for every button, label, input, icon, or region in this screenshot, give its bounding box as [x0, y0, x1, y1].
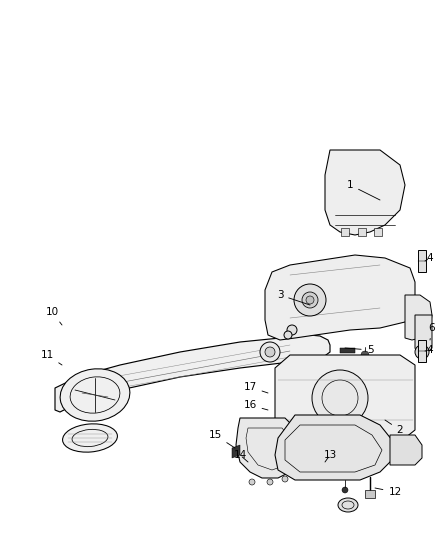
Polygon shape — [305, 440, 330, 472]
Circle shape — [249, 479, 255, 485]
Text: 14: 14 — [233, 450, 248, 462]
Polygon shape — [418, 340, 426, 362]
Text: 3: 3 — [277, 290, 310, 305]
Polygon shape — [365, 490, 375, 498]
Polygon shape — [265, 255, 415, 340]
Text: 4: 4 — [425, 253, 433, 263]
Text: 4: 4 — [425, 345, 433, 355]
Circle shape — [260, 342, 280, 362]
Text: 7: 7 — [0, 532, 1, 533]
Text: 12: 12 — [375, 487, 402, 497]
Text: 11: 11 — [40, 350, 62, 365]
Circle shape — [287, 325, 297, 335]
Circle shape — [267, 479, 273, 485]
Polygon shape — [340, 348, 355, 353]
Polygon shape — [55, 335, 330, 412]
Circle shape — [302, 292, 318, 308]
Text: 13: 13 — [323, 450, 337, 462]
Text: 10: 10 — [46, 307, 62, 325]
Polygon shape — [232, 445, 240, 458]
Text: 15: 15 — [208, 430, 235, 448]
Polygon shape — [325, 150, 405, 235]
Polygon shape — [374, 228, 382, 236]
Ellipse shape — [63, 424, 117, 452]
Text: 8: 8 — [0, 532, 1, 533]
Polygon shape — [405, 295, 432, 340]
Ellipse shape — [338, 498, 358, 512]
Circle shape — [284, 331, 292, 339]
Circle shape — [415, 345, 429, 359]
Text: 2: 2 — [385, 420, 403, 435]
Text: 16: 16 — [244, 400, 268, 410]
Ellipse shape — [60, 369, 130, 421]
Polygon shape — [236, 418, 300, 478]
Text: 5: 5 — [345, 345, 373, 355]
Polygon shape — [275, 355, 415, 442]
Circle shape — [361, 351, 369, 359]
Circle shape — [265, 347, 275, 357]
Polygon shape — [415, 315, 432, 355]
Polygon shape — [418, 250, 426, 272]
Text: 9: 9 — [0, 532, 1, 533]
Circle shape — [306, 296, 314, 304]
Polygon shape — [275, 415, 392, 480]
Text: 6: 6 — [429, 323, 435, 340]
Polygon shape — [390, 435, 422, 465]
Circle shape — [294, 284, 326, 316]
Text: 1: 1 — [347, 180, 380, 200]
Circle shape — [282, 476, 288, 482]
Polygon shape — [358, 228, 366, 236]
Text: 17: 17 — [244, 382, 268, 393]
Circle shape — [342, 487, 348, 493]
Circle shape — [312, 370, 368, 426]
Polygon shape — [341, 228, 349, 236]
